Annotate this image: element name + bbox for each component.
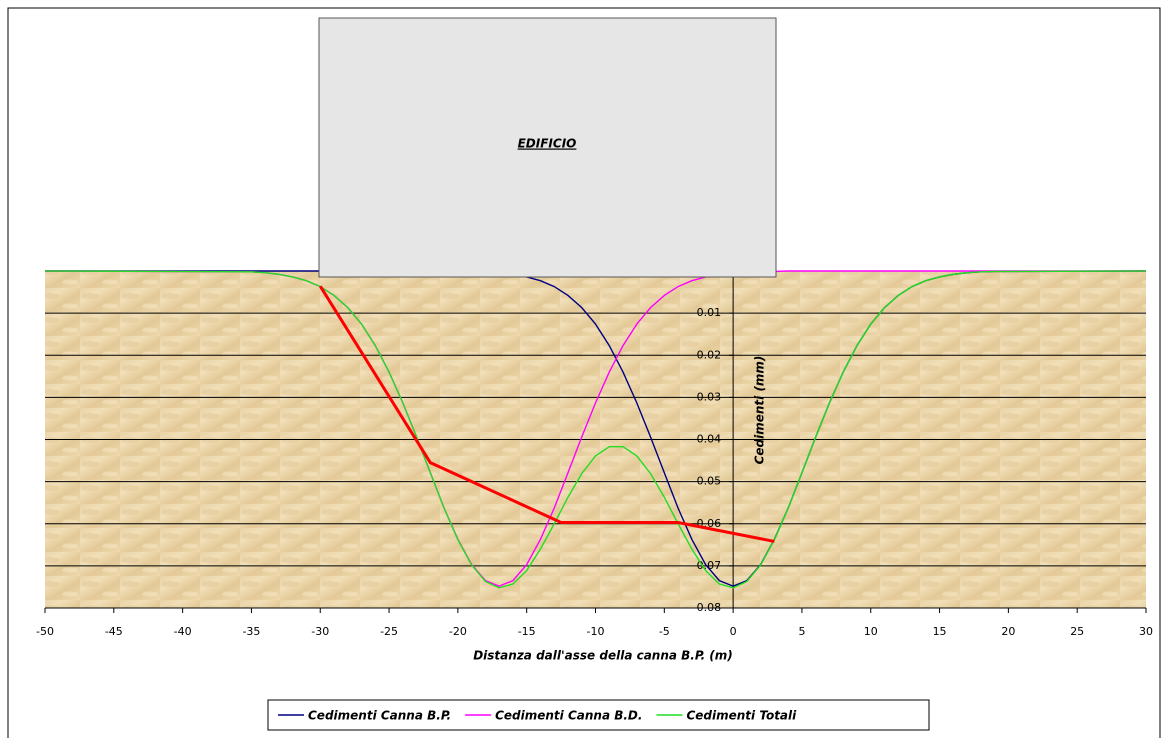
- x-tick-label: 5: [798, 625, 805, 638]
- legend-label: Cedimenti Canna B.P.: [308, 709, 451, 723]
- x-tick-label: -15: [518, 625, 536, 638]
- legend-items: Cedimenti Canna B.P. Cedimenti Canna B.D.…: [278, 709, 797, 723]
- x-tick-label: -45: [105, 625, 123, 638]
- series-line: [44, 270, 1147, 589]
- x-tick-label: 30: [1139, 625, 1153, 638]
- y-axis-title: Cedimenti (mm): [753, 356, 767, 465]
- y-tick-label: 0.03: [697, 390, 722, 403]
- x-tick-label: -25: [380, 625, 398, 638]
- x-tick-label: 15: [933, 625, 947, 638]
- x-tick-label: 20: [1001, 625, 1015, 638]
- y-tick-label: 0.01: [697, 306, 722, 319]
- series-line: [318, 285, 775, 543]
- x-axis-title: Distanza dall'asse della canna B.P. (m): [473, 649, 733, 663]
- building: [318, 17, 777, 278]
- chart-frame: [7, 7, 1161, 738]
- x-tick-label: 10: [864, 625, 878, 638]
- x-tick-label: -20: [449, 625, 467, 638]
- y-tick-label: 0.07: [697, 559, 722, 572]
- x-tick-label: -30: [311, 625, 329, 638]
- y-tick-label: 0.02: [697, 348, 722, 361]
- x-tick-label: -35: [242, 625, 260, 638]
- x-tick-label: -10: [587, 625, 605, 638]
- y-tick-label: 0.04: [697, 433, 722, 446]
- y-tick-label: 0.05: [697, 475, 722, 488]
- x-tick-label: 25: [1070, 625, 1084, 638]
- legend: [267, 699, 930, 731]
- legend-label: Cedimenti Canna B.D.: [495, 709, 642, 723]
- x-tick-label: -5: [659, 625, 670, 638]
- x-tick-label: 0: [730, 625, 737, 638]
- building-label: EDIFICIO: [518, 137, 577, 151]
- legend-label: Cedimenti Totali: [686, 709, 797, 723]
- x-tick-label: -40: [174, 625, 192, 638]
- x-tick-label: -50: [36, 625, 54, 638]
